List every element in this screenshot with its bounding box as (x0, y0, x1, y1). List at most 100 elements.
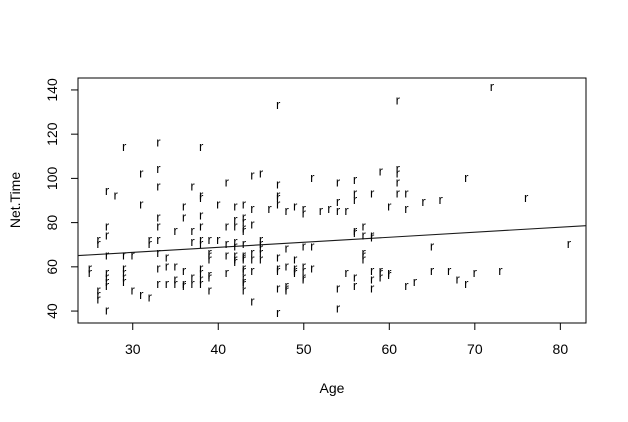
data-point: r (336, 194, 341, 209)
data-point: r (344, 203, 349, 218)
data-point: r (285, 203, 290, 218)
data-point: r (148, 289, 153, 304)
data-point: r (242, 236, 247, 251)
data-point: r (379, 263, 384, 278)
data-point: r (430, 263, 435, 278)
data-point: r (421, 194, 426, 209)
data-point: r (267, 201, 272, 216)
data-point: r (233, 219, 238, 234)
data-point: r (404, 278, 409, 293)
data-point: r (396, 92, 401, 107)
data-point: r (259, 245, 264, 260)
data-point: r (276, 196, 281, 211)
data-point: r (199, 236, 204, 251)
data-point: r (336, 203, 341, 218)
data-point: r (242, 247, 247, 262)
data-point: r (233, 247, 238, 262)
data-point: r (387, 199, 392, 214)
data-point: r (105, 269, 110, 284)
data-point: r (131, 247, 136, 262)
data-point: r (182, 199, 187, 214)
data-point: r (464, 170, 469, 185)
data-point: r (199, 232, 204, 247)
y-tick-label: 60 (44, 259, 60, 275)
data-point: r (370, 227, 375, 242)
data-point: r (242, 276, 247, 291)
data-point: r (199, 188, 204, 203)
data-point: r (96, 232, 101, 247)
data-point: r (370, 272, 375, 287)
data-point: r (361, 252, 366, 267)
data-point: r (216, 196, 221, 211)
data-point: r (208, 247, 213, 262)
data-point: r (208, 267, 213, 282)
data-point: r (199, 207, 204, 222)
data-point: r (122, 274, 127, 289)
data-point: r (122, 265, 127, 280)
data-point: r (276, 177, 281, 192)
data-point: r (190, 276, 195, 291)
data-point: r (242, 283, 247, 298)
data-point: r (242, 223, 247, 238)
data-point: r (208, 232, 213, 247)
data-point: r (182, 210, 187, 225)
data-point: r (379, 265, 384, 280)
data-point: r (96, 292, 101, 307)
data-point: r (173, 223, 178, 238)
data-point: r (165, 276, 170, 291)
x-tick-label: 60 (382, 341, 398, 357)
y-tick-label: 40 (44, 303, 60, 319)
data-point: r (131, 283, 136, 298)
data-point: r (387, 265, 392, 280)
data-point: r (250, 294, 255, 309)
data-point: r (302, 258, 307, 273)
data-point: r (242, 261, 247, 276)
data-point: r (122, 247, 127, 262)
data-point: r (250, 216, 255, 231)
data-point: r (379, 163, 384, 178)
data-point: r (182, 276, 187, 291)
data-point: r (302, 263, 307, 278)
data-point: r (327, 201, 332, 216)
data-point: r (156, 245, 161, 260)
data-point: r (199, 276, 204, 291)
data-point: r (276, 190, 281, 205)
data-point: r (208, 269, 213, 284)
data-point: r (285, 280, 290, 295)
data-point: r (250, 245, 255, 260)
data-point: r (105, 183, 110, 198)
data-point: r (319, 203, 324, 218)
data-point: r (310, 170, 315, 185)
data-point: r (353, 172, 358, 187)
data-point: r (88, 265, 93, 280)
data-point: r (259, 241, 264, 256)
data-point: r (250, 201, 255, 216)
data-point: r (173, 258, 178, 273)
x-tick-label: 30 (125, 341, 141, 357)
data-point: r (250, 263, 255, 278)
data-point: r (225, 219, 230, 234)
data-point: r (370, 263, 375, 278)
data-point: r (96, 283, 101, 298)
data-point: r (404, 185, 409, 200)
data-point: r (199, 139, 204, 154)
data-point: r (190, 269, 195, 284)
data-point: r (456, 272, 461, 287)
data-point: r (156, 179, 161, 194)
data-point: r (148, 232, 153, 247)
data-point: r (259, 232, 264, 247)
data-point: r (199, 261, 204, 276)
data-point: r (310, 238, 315, 253)
data-point: r (233, 254, 238, 269)
data-point: r (396, 174, 401, 189)
data-point: r (199, 272, 204, 287)
regression-line (77, 225, 587, 257)
data-point: r (182, 278, 187, 293)
data-point: r (361, 245, 366, 260)
data-point: r (233, 234, 238, 249)
data-point: r (208, 283, 213, 298)
data-point: r (259, 165, 264, 180)
data-point: r (396, 165, 401, 180)
data-point: r (242, 249, 247, 264)
